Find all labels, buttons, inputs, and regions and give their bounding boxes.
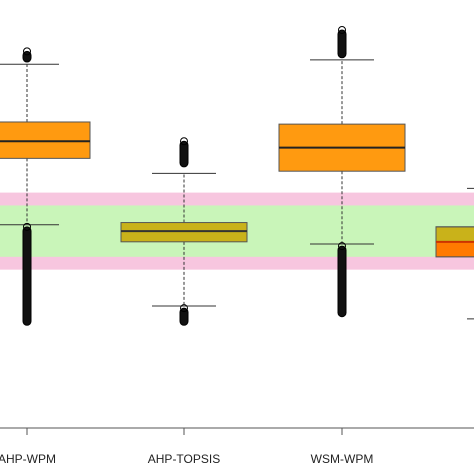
x-tick-label: WSM-WPM <box>311 452 374 466</box>
interquartile-box <box>0 121 91 159</box>
upper-outliers <box>337 29 347 59</box>
interquartile-box <box>120 222 248 243</box>
lower-outliers <box>22 226 32 326</box>
box-wsm-wpm <box>278 25 406 318</box>
lower-outliers <box>179 307 189 326</box>
box-wsm-topsis <box>435 187 474 320</box>
lower-outliers <box>337 245 347 318</box>
upper-outliers-end <box>23 47 31 56</box>
upper-outliers-end <box>338 25 346 34</box>
upper-outliers-end <box>180 137 188 146</box>
box-ahp-topsis <box>120 137 248 326</box>
lower-outliers-end <box>23 222 31 231</box>
lower-outliers-end <box>338 242 346 251</box>
lower-outliers-end <box>180 304 188 313</box>
box-ahp-wpm <box>0 47 91 326</box>
x-tick-label: AHP-TOPSIS <box>148 452 220 466</box>
x-tick-label: AHP-WPM <box>0 452 56 466</box>
upper-outliers <box>179 140 189 168</box>
lower-half-fill <box>436 241 474 257</box>
boxplot-series <box>0 25 474 326</box>
